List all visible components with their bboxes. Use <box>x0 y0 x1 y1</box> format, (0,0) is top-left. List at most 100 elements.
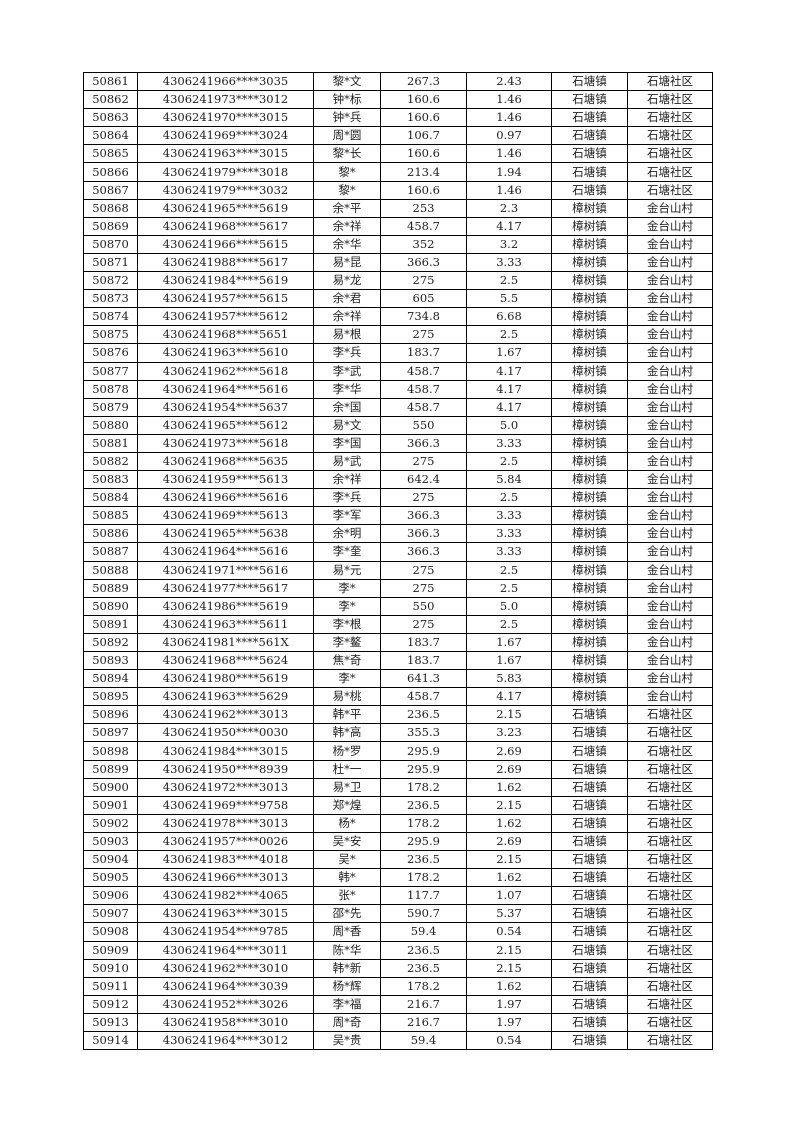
cell-area: 2.5 <box>466 614 552 634</box>
cell-name: 李*兵 <box>313 343 381 363</box>
cell-town: 石塘镇 <box>551 705 628 725</box>
cell-id-number: 4306241957****0026 <box>137 831 314 852</box>
cell-area: 4.17 <box>466 216 552 236</box>
cell-village: 石塘社区 <box>627 850 713 870</box>
cell-name: 吴*安 <box>313 831 381 852</box>
table-row: 50900 4306241972****3013 易*卫 178.2 1.62 石塘镇 石塘… <box>83 777 713 797</box>
cell-amount: 590.7 <box>380 904 467 924</box>
cell-row-number: 50861 <box>83 71 138 92</box>
cell-id-number: 4306241965****5619 <box>137 198 314 218</box>
cell-name: 黎*长 <box>313 144 381 164</box>
cell-name: 周*奇 <box>313 1012 381 1032</box>
cell-id-number: 4306241957****5615 <box>137 289 314 309</box>
cell-name: 李*根 <box>313 614 381 634</box>
cell-row-number: 50898 <box>83 741 138 761</box>
cell-row-number: 50895 <box>83 687 138 707</box>
cell-amount: 59.4 <box>380 1030 467 1051</box>
cell-village: 石塘社区 <box>627 126 713 146</box>
cell-village: 金台山村 <box>627 252 713 273</box>
cell-name: 余*明 <box>313 524 381 544</box>
cell-amount: 178.2 <box>380 868 467 888</box>
cell-name: 易*桃 <box>313 687 381 707</box>
table-row: 50876 4306241963****5610 李*兵 183.7 1.67 樟树镇 金台… <box>83 343 713 363</box>
table-row: 50907 4306241963****3015 邵*先 590.7 5.37 石塘镇 石塘… <box>83 904 713 924</box>
cell-id-number: 4306241966****3013 <box>137 868 314 888</box>
cell-name: 易*龙 <box>313 271 381 291</box>
cell-id-number: 4306241968****5624 <box>137 650 314 671</box>
cell-area: 1.46 <box>466 180 552 200</box>
cell-name: 周*香 <box>313 922 381 942</box>
cell-area: 2.15 <box>466 940 552 960</box>
cell-town: 石塘镇 <box>551 126 628 146</box>
table-row: 50869 4306241968****5617 余*祥 458.7 4.17 樟树镇 金台… <box>83 216 713 236</box>
cell-village: 金台山村 <box>627 379 713 399</box>
cell-id-number: 4306241950****0030 <box>137 723 314 743</box>
cell-town: 樟树镇 <box>551 252 628 273</box>
table-row: 50905 4306241966****3013 韩* 178.2 1.62 石塘镇 石塘社… <box>83 868 713 888</box>
cell-amount: 275 <box>380 271 467 291</box>
cell-row-number: 50907 <box>83 904 138 924</box>
cell-amount: 295.9 <box>380 831 467 852</box>
table-row: 50880 4306241965****5612 易*文 550 5.0 樟树镇 金台山村 <box>83 415 713 435</box>
cell-row-number: 50909 <box>83 940 138 960</box>
cell-row-number: 50892 <box>83 632 138 653</box>
table-row: 50888 4306241971****5616 易*元 275 2.5 樟树镇 金台山村 <box>83 560 713 580</box>
cell-name: 易*武 <box>313 451 381 472</box>
cell-village: 石塘社区 <box>627 976 713 996</box>
cell-village: 金台山村 <box>627 560 713 580</box>
cell-town: 樟树镇 <box>551 614 628 634</box>
cell-row-number: 50877 <box>83 361 138 381</box>
cell-amount: 183.7 <box>380 343 467 363</box>
cell-name: 吴*贵 <box>313 1030 381 1051</box>
cell-amount: 550 <box>380 596 467 616</box>
cell-area: 1.62 <box>466 868 552 888</box>
cell-village: 石塘社区 <box>627 108 713 128</box>
table-row: 50902 4306241978****3013 杨* 178.2 1.62 石塘镇 石塘社… <box>83 813 713 833</box>
cell-row-number: 50911 <box>83 976 138 996</box>
table-row: 50913 4306241958****3010 周*奇 216.7 1.97 石塘镇 石塘… <box>83 1012 713 1032</box>
cell-id-number: 4306241964****5616 <box>137 379 314 399</box>
table-row: 50890 4306241986****5619 李* 550 5.0 樟树镇 金台山村 <box>83 596 713 616</box>
cell-town: 樟树镇 <box>551 650 628 671</box>
cell-area: 1.62 <box>466 813 552 833</box>
cell-name: 李*福 <box>313 994 381 1014</box>
cell-village: 金台山村 <box>627 524 713 544</box>
cell-row-number: 50902 <box>83 813 138 833</box>
cell-row-number: 50867 <box>83 180 138 200</box>
cell-amount: 605 <box>380 289 467 309</box>
cell-village: 金台山村 <box>627 361 713 381</box>
cell-name: 易*昆 <box>313 252 381 273</box>
cell-amount: 641.3 <box>380 669 467 689</box>
cell-row-number: 50896 <box>83 705 138 725</box>
table-row: 50897 4306241950****0030 韩*高 355.3 3.23 石塘镇 石塘… <box>83 723 713 743</box>
cell-id-number: 4306241966****3035 <box>137 71 314 92</box>
cell-village: 石塘社区 <box>627 904 713 924</box>
cell-id-number: 4306241962****3010 <box>137 958 314 978</box>
cell-town: 石塘镇 <box>551 976 628 996</box>
cell-row-number: 50881 <box>83 433 138 453</box>
cell-amount: 355.3 <box>380 723 467 743</box>
cell-village: 金台山村 <box>627 632 713 653</box>
cell-amount: 183.7 <box>380 632 467 653</box>
cell-town: 石塘镇 <box>551 850 628 870</box>
cell-town: 石塘镇 <box>551 886 628 906</box>
cell-id-number: 4306241962****5618 <box>137 361 314 381</box>
cell-name: 李* <box>313 596 381 616</box>
cell-id-number: 4306241957****5612 <box>137 307 314 327</box>
cell-id-number: 4306241968****5651 <box>137 325 314 345</box>
cell-row-number: 50903 <box>83 831 138 852</box>
table-row: 50868 4306241965****5619 余*平 253 2.3 樟树镇 金台山村 <box>83 198 713 218</box>
cell-area: 1.97 <box>466 994 552 1014</box>
cell-area: 2.15 <box>466 958 552 978</box>
cell-id-number: 4306241969****9758 <box>137 795 314 815</box>
cell-town: 樟树镇 <box>551 216 628 236</box>
cell-village: 金台山村 <box>627 578 713 598</box>
cell-village: 金台山村 <box>627 216 713 236</box>
cell-area: 2.15 <box>466 795 552 815</box>
cell-amount: 213.4 <box>380 162 467 182</box>
cell-name: 杜*一 <box>313 759 381 779</box>
cell-row-number: 50862 <box>83 90 138 110</box>
cell-row-number: 50882 <box>83 451 138 472</box>
table-row: 50879 4306241954****5637 余*国 458.7 4.17 樟树镇 金台… <box>83 397 713 417</box>
cell-area: 5.5 <box>466 289 552 309</box>
